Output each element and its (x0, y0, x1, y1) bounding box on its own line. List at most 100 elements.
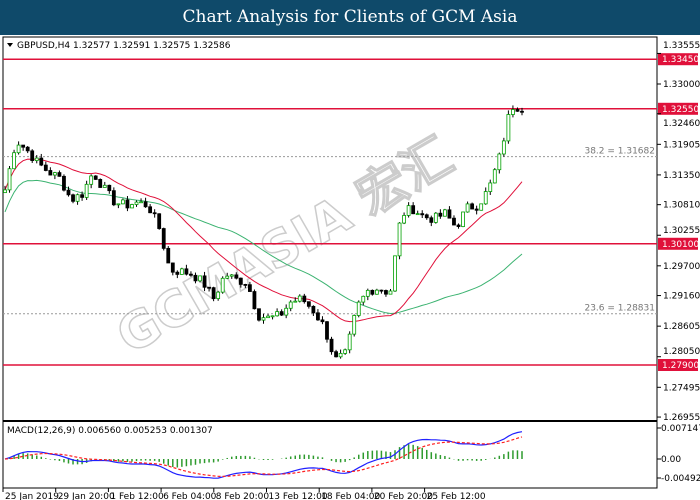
candle (52, 171, 57, 180)
candle (211, 286, 216, 302)
candle (139, 198, 143, 204)
candle (220, 276, 225, 294)
y-tick-label: 1.33000 (663, 80, 700, 90)
candle-body (57, 172, 62, 177)
candle-body (275, 311, 280, 317)
candle-body (34, 157, 39, 161)
candle-body (62, 175, 66, 191)
y-tick-label: 1.32460 (663, 119, 700, 129)
macd-signal-line (4, 436, 523, 478)
candle (297, 294, 302, 303)
candle (279, 309, 284, 316)
candle-body (365, 289, 370, 297)
candle-body (329, 338, 334, 353)
candle-body (257, 308, 261, 321)
candle (243, 283, 248, 289)
candle (116, 203, 121, 209)
candle (175, 270, 180, 279)
candle (16, 141, 21, 155)
candle-body (515, 109, 520, 112)
candle-body (116, 203, 121, 206)
candle (161, 227, 166, 251)
candle-body (148, 206, 153, 214)
candle-body (21, 144, 26, 148)
candle-body (370, 289, 375, 295)
y-tick-label: 1.28605 (663, 322, 700, 332)
candle (189, 271, 193, 277)
candle (388, 288, 393, 295)
candle-body (338, 352, 343, 358)
candle-body (415, 213, 420, 216)
candle-body (347, 333, 352, 351)
candle (66, 186, 71, 197)
candle-body (306, 301, 311, 307)
candle-body (397, 222, 402, 257)
candle-body (66, 189, 71, 196)
x-tick-label: 18 Feb 04:00 (321, 492, 380, 500)
candle-body (243, 284, 248, 286)
candle (261, 313, 266, 324)
candle (293, 297, 298, 303)
level-price-label: 1.33450 (662, 55, 699, 65)
candle-body (501, 140, 506, 155)
candle-body (474, 208, 479, 211)
candle (216, 290, 221, 301)
candle-body (121, 199, 125, 205)
candle (62, 174, 66, 192)
candle (71, 193, 75, 204)
x-tick-label: 8 Feb 20:00 (216, 492, 270, 500)
candle (148, 204, 153, 214)
candle (424, 213, 429, 220)
candle-body (379, 289, 384, 292)
candle (75, 193, 80, 205)
macd-y-tick-label: 0.00 (661, 455, 681, 465)
candle (397, 222, 402, 260)
candle (406, 202, 411, 218)
candle (193, 272, 198, 284)
candle-body (157, 213, 162, 229)
candle (429, 215, 434, 227)
candle (93, 175, 98, 180)
candle (456, 223, 461, 229)
candle (288, 300, 293, 312)
candle-body (71, 194, 75, 202)
macd-line (4, 431, 523, 479)
moving-average-slow (4, 179, 523, 315)
candle (483, 187, 488, 205)
candle-body (225, 275, 230, 279)
candle-body (279, 311, 284, 316)
candle-body (125, 199, 130, 209)
candle-body (80, 194, 84, 198)
candle (506, 110, 511, 144)
dropdown-triangle-icon[interactable] (7, 43, 13, 47)
candle-body (316, 312, 320, 321)
candle (179, 267, 184, 275)
candle-body (488, 182, 493, 192)
candle-body (388, 290, 393, 295)
candle (461, 211, 465, 228)
candle (170, 262, 175, 276)
candle (166, 246, 171, 264)
candle (207, 286, 211, 292)
y-tick-label: 1.27495 (663, 383, 700, 393)
candle (111, 187, 116, 207)
x-tick-label: 25 Feb 12:00 (427, 492, 486, 500)
candle (497, 152, 502, 174)
candle-body (293, 300, 298, 303)
candle (21, 144, 26, 151)
candle (520, 107, 524, 116)
candle-body (261, 317, 266, 321)
candle-body (189, 273, 193, 276)
candle (325, 320, 329, 343)
candle (474, 205, 479, 215)
x-tick-label: 25 Jan 2019 (5, 492, 59, 500)
level-price-tag (658, 53, 698, 66)
candle (25, 146, 30, 154)
candle-body (497, 153, 502, 171)
candle (257, 308, 261, 322)
candle-body (284, 307, 289, 316)
candle-body (452, 217, 456, 226)
candle (7, 166, 12, 193)
y-tick-label: 1.31905 (663, 140, 700, 150)
